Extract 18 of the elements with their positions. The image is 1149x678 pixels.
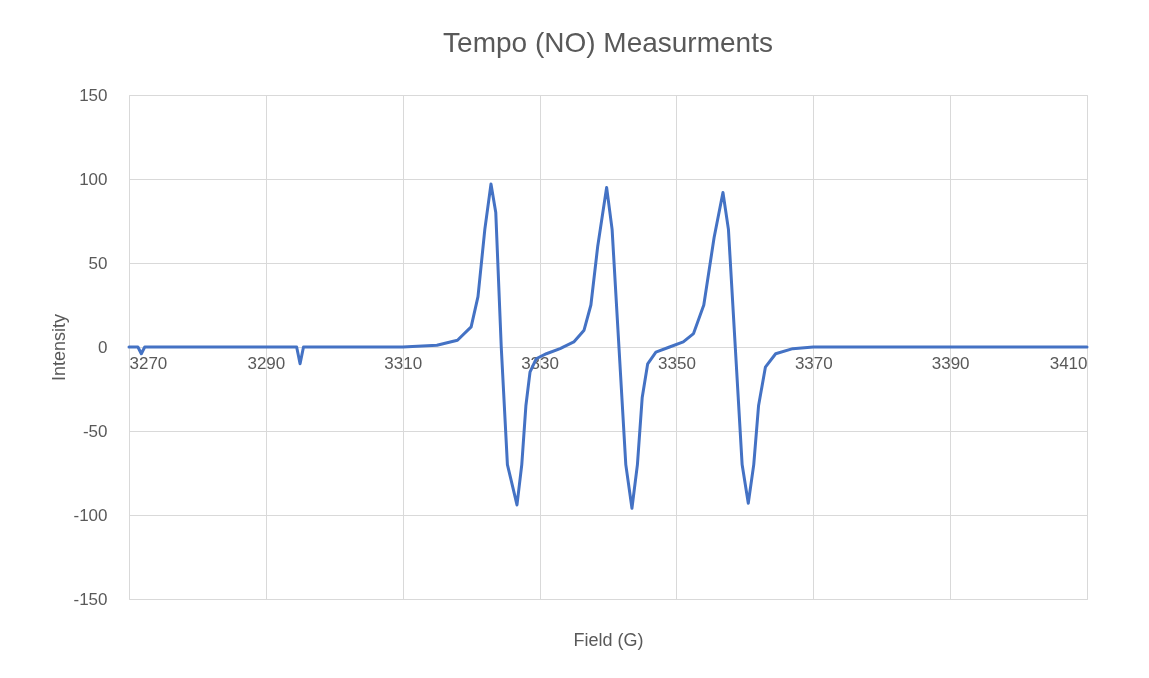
- y-tick-label: -50: [82, 421, 108, 441]
- y-tick-label: 150: [79, 85, 108, 105]
- x-tick-label: 3370: [794, 353, 833, 373]
- y-tick-label: 100: [79, 169, 108, 189]
- x-tick-label: 3270: [129, 353, 168, 373]
- x-tick-label: 3290: [247, 353, 286, 373]
- y-tick-label: 50: [88, 253, 108, 273]
- y-tick-label: -150: [73, 589, 108, 609]
- x-tick-label: 3350: [658, 353, 696, 373]
- y-axis-title: Intensity: [49, 313, 70, 382]
- chart-title: Tempo (NO) Measurments: [443, 27, 773, 58]
- x-tick-label: 3390: [931, 353, 970, 373]
- x-tick-label: 3310: [384, 353, 423, 373]
- y-tick-label: -100: [73, 505, 108, 525]
- y-tick-label: 0: [98, 337, 108, 357]
- x-axis-title: Field (G): [573, 629, 644, 650]
- x-tick-label: 3410: [1049, 353, 1088, 373]
- line-series: [127, 182, 1089, 510]
